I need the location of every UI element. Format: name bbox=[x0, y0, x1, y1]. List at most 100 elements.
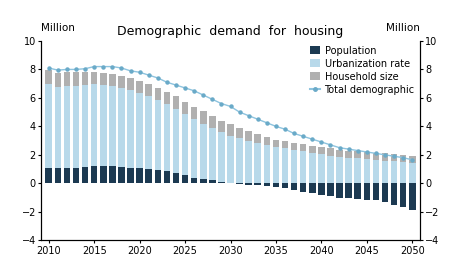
Bar bbox=[264, 145, 270, 183]
Bar bbox=[146, 96, 152, 169]
Bar bbox=[282, 183, 288, 188]
Bar bbox=[254, 183, 261, 185]
Bar bbox=[400, 183, 407, 207]
Bar bbox=[291, 183, 297, 191]
Bar bbox=[209, 128, 216, 180]
Total demographic bbox=[373, 152, 378, 155]
Bar bbox=[54, 168, 61, 183]
Bar bbox=[327, 156, 334, 183]
Bar bbox=[327, 149, 334, 156]
Bar bbox=[409, 163, 415, 183]
Bar bbox=[372, 160, 379, 183]
Total demographic bbox=[346, 147, 351, 151]
Bar bbox=[291, 150, 297, 183]
Total demographic bbox=[282, 127, 288, 131]
Bar bbox=[345, 158, 352, 183]
Bar bbox=[82, 167, 89, 183]
Bar bbox=[245, 141, 252, 183]
Bar bbox=[264, 137, 270, 145]
Bar bbox=[109, 74, 116, 86]
Bar bbox=[109, 166, 116, 183]
Bar bbox=[182, 114, 189, 176]
Bar bbox=[227, 136, 234, 183]
Bar bbox=[154, 170, 161, 183]
Total demographic bbox=[73, 68, 79, 71]
Bar bbox=[272, 147, 279, 183]
Bar bbox=[391, 183, 397, 205]
Bar bbox=[146, 169, 152, 183]
Bar bbox=[372, 183, 379, 200]
Bar bbox=[100, 85, 106, 166]
Bar bbox=[73, 72, 79, 86]
Bar bbox=[191, 107, 197, 119]
Total demographic bbox=[155, 76, 160, 80]
Bar bbox=[136, 168, 143, 183]
Bar bbox=[200, 179, 207, 183]
Bar bbox=[200, 111, 207, 123]
Bar bbox=[46, 70, 52, 84]
Bar bbox=[73, 86, 79, 168]
Bar bbox=[91, 166, 97, 183]
Bar bbox=[82, 85, 89, 167]
Total demographic bbox=[309, 138, 315, 141]
Bar bbox=[400, 162, 407, 183]
Bar bbox=[182, 102, 189, 114]
Total demographic bbox=[409, 158, 415, 161]
Bar bbox=[209, 116, 216, 128]
Total demographic bbox=[255, 118, 260, 121]
Total demographic bbox=[201, 93, 206, 97]
Bar bbox=[400, 155, 407, 162]
Bar bbox=[218, 132, 225, 182]
Bar bbox=[245, 183, 252, 185]
Bar bbox=[382, 183, 388, 202]
Bar bbox=[272, 183, 279, 187]
Bar bbox=[300, 151, 307, 183]
Bar bbox=[127, 90, 134, 168]
Bar bbox=[109, 86, 116, 166]
Total demographic bbox=[83, 67, 88, 70]
Bar bbox=[164, 104, 170, 171]
Bar bbox=[154, 100, 161, 170]
Bar bbox=[236, 129, 243, 138]
Bar bbox=[54, 87, 61, 168]
Total demographic bbox=[328, 143, 333, 147]
Bar bbox=[355, 158, 361, 183]
Total demographic bbox=[46, 66, 52, 70]
Bar bbox=[345, 151, 352, 158]
Total demographic bbox=[291, 132, 297, 135]
Bar bbox=[118, 76, 125, 88]
Bar bbox=[100, 166, 106, 183]
Bar bbox=[364, 159, 370, 183]
Bar bbox=[227, 124, 234, 136]
Bar bbox=[282, 149, 288, 183]
Bar bbox=[146, 84, 152, 96]
Bar bbox=[200, 123, 207, 179]
Bar bbox=[46, 168, 52, 183]
Bar bbox=[372, 153, 379, 160]
Total demographic bbox=[219, 102, 224, 105]
Bar bbox=[300, 183, 307, 192]
Total demographic bbox=[355, 149, 361, 152]
Bar bbox=[118, 88, 125, 167]
Bar bbox=[336, 183, 343, 198]
Bar bbox=[318, 147, 325, 154]
Bar bbox=[282, 141, 288, 149]
Bar bbox=[336, 150, 343, 157]
Bar bbox=[409, 183, 415, 210]
Bar bbox=[218, 121, 225, 132]
Bar bbox=[136, 81, 143, 93]
Bar bbox=[309, 153, 316, 183]
Total demographic bbox=[118, 66, 124, 70]
Total demographic bbox=[210, 98, 215, 101]
Bar bbox=[318, 154, 325, 183]
Bar bbox=[91, 84, 97, 166]
Bar bbox=[191, 119, 197, 178]
Total demographic bbox=[301, 135, 306, 138]
Bar bbox=[409, 156, 415, 163]
Bar bbox=[64, 86, 70, 168]
Bar bbox=[391, 161, 397, 183]
Bar bbox=[127, 78, 134, 90]
Bar bbox=[127, 168, 134, 183]
Total demographic bbox=[182, 86, 188, 90]
Line: Total demographic: Total demographic bbox=[47, 65, 414, 161]
